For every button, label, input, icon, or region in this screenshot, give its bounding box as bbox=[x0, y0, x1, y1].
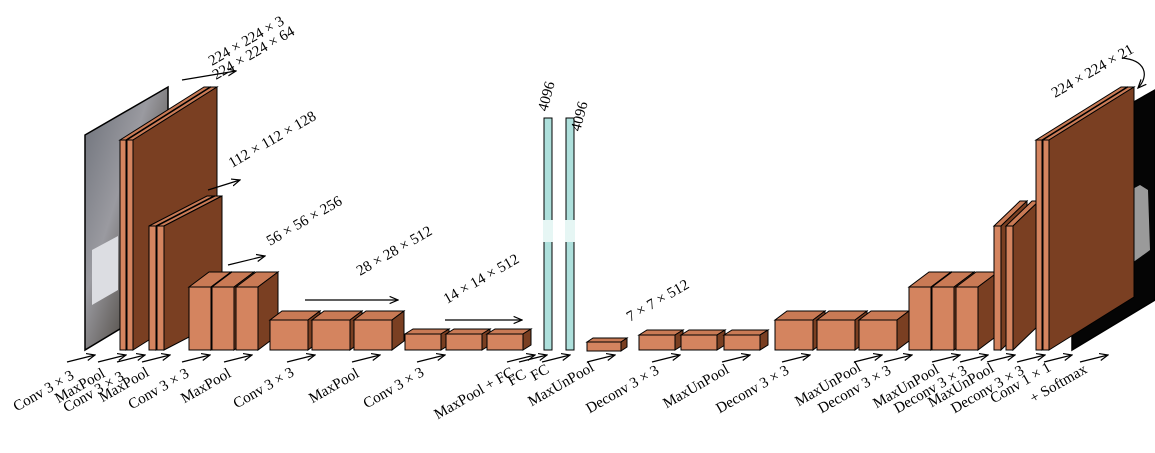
dimension-label: 112 × 112 × 128 bbox=[226, 108, 319, 171]
layer-arrow bbox=[586, 355, 615, 363]
layer-label: Conv 3 × 3 bbox=[361, 365, 427, 412]
layer-arrow bbox=[883, 355, 912, 363]
layer-arrow bbox=[506, 355, 535, 363]
layer-block bbox=[1041, 86, 1136, 351]
block-front bbox=[119, 139, 127, 351]
block-front bbox=[723, 334, 761, 351]
dimension-label: 7 × 7 × 512 bbox=[624, 277, 692, 326]
dimension-label: 4096 bbox=[535, 79, 558, 113]
block-front bbox=[1005, 225, 1014, 351]
block-front bbox=[188, 286, 212, 351]
block-front bbox=[993, 225, 1002, 351]
layer-block bbox=[485, 328, 533, 351]
block-front bbox=[269, 319, 309, 351]
layer-arrow bbox=[97, 355, 126, 363]
block-front bbox=[148, 225, 157, 351]
block-front bbox=[908, 286, 932, 351]
layer-arrow bbox=[651, 355, 680, 363]
layer-arrow bbox=[416, 355, 445, 363]
layer-arrow bbox=[181, 355, 210, 363]
dimension-label: 14 × 14 × 512 bbox=[441, 251, 522, 307]
layer-label: MaxPool + FC bbox=[432, 365, 517, 424]
layer-block bbox=[857, 310, 911, 351]
layer-arrow bbox=[141, 355, 170, 363]
fc-break bbox=[565, 220, 575, 242]
layer-arrow bbox=[223, 355, 252, 363]
block-front bbox=[404, 333, 442, 351]
fc-break bbox=[543, 220, 553, 242]
block-front bbox=[311, 319, 351, 351]
layer-block bbox=[585, 337, 629, 352]
car bbox=[92, 236, 118, 305]
layer-arrow bbox=[721, 355, 750, 363]
block-front bbox=[486, 333, 524, 351]
layer-block bbox=[722, 329, 770, 351]
block-side bbox=[1012, 199, 1040, 352]
layer-block bbox=[403, 328, 451, 351]
block-front bbox=[955, 286, 979, 351]
block-front bbox=[211, 286, 235, 351]
block-front bbox=[1035, 139, 1043, 351]
layer-block bbox=[444, 328, 492, 351]
layer-arrow bbox=[931, 355, 960, 363]
block-front bbox=[445, 333, 483, 351]
layer-arrow bbox=[116, 355, 145, 363]
dimension-arrow bbox=[207, 180, 240, 191]
block-front bbox=[774, 319, 814, 351]
layer-arrow bbox=[853, 355, 882, 363]
dimension-label: 4096 bbox=[568, 99, 591, 133]
layer-arrow bbox=[781, 355, 810, 363]
layer-block bbox=[352, 310, 406, 351]
layer-label: MaxPool bbox=[306, 366, 362, 407]
layer-block bbox=[1004, 199, 1041, 352]
dimension-arrow bbox=[181, 71, 236, 81]
block-front bbox=[235, 286, 259, 351]
block-front bbox=[638, 334, 676, 351]
block-front bbox=[858, 319, 898, 351]
block-front bbox=[353, 319, 393, 351]
layer-arrow bbox=[351, 355, 380, 363]
dimension-arrow bbox=[227, 256, 265, 266]
block-front bbox=[586, 341, 622, 352]
block-front bbox=[1042, 139, 1050, 351]
layer-arrow bbox=[986, 355, 1015, 363]
layer-arrow bbox=[1016, 355, 1045, 363]
layer-block bbox=[679, 329, 727, 351]
layer-arrow bbox=[541, 355, 570, 363]
layer-arrow bbox=[1079, 355, 1108, 363]
layer-label: FC bbox=[528, 362, 552, 385]
dimension-label: 28 × 28 × 512 bbox=[354, 223, 435, 279]
layer-block bbox=[637, 329, 685, 351]
block-front bbox=[126, 139, 134, 351]
layer-block bbox=[954, 271, 1000, 351]
block-front bbox=[931, 286, 955, 351]
layer-arrow bbox=[959, 355, 988, 363]
layer-arrow bbox=[286, 355, 315, 363]
block-front bbox=[816, 319, 856, 351]
layer-arrow bbox=[1043, 355, 1072, 363]
block-front bbox=[156, 225, 165, 351]
dimension-label: 56 × 56 × 256 bbox=[264, 193, 346, 249]
output-arrow bbox=[1121, 57, 1144, 88]
layer-arrow bbox=[66, 355, 95, 363]
layer-label: Conv 3 × 3 bbox=[231, 365, 297, 412]
block-front bbox=[680, 334, 718, 351]
layer-arrow bbox=[518, 355, 547, 363]
layer-label: FC bbox=[505, 367, 529, 390]
